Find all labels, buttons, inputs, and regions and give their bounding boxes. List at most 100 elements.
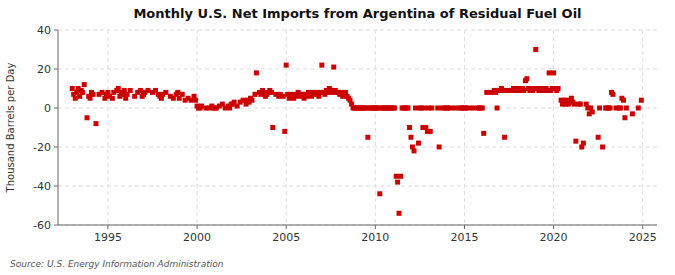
- point: [282, 129, 287, 134]
- x-tick: [197, 225, 198, 229]
- point: [365, 135, 370, 140]
- grid-line-x: [553, 30, 554, 225]
- point: [621, 98, 626, 103]
- point: [163, 90, 168, 95]
- point: [270, 125, 275, 130]
- point: [413, 106, 418, 111]
- point: [481, 131, 486, 136]
- point: [597, 106, 602, 111]
- point: [392, 106, 397, 111]
- grid-line-x: [197, 30, 198, 225]
- point: [252, 92, 257, 97]
- point: [639, 98, 644, 103]
- point: [284, 63, 289, 68]
- y-tick-label: 20: [37, 63, 51, 76]
- point: [429, 106, 434, 111]
- chart: 1995200020052010201520202025-60-40-20020…: [0, 0, 675, 275]
- point: [556, 86, 561, 91]
- point: [437, 145, 442, 150]
- x-tick: [286, 225, 287, 229]
- grid-line-x: [107, 30, 108, 225]
- point: [466, 106, 471, 111]
- point: [397, 211, 402, 216]
- point: [551, 70, 556, 75]
- point: [146, 88, 151, 93]
- point: [85, 115, 90, 120]
- source-note: Source: U.S. Energy Information Administ…: [10, 259, 224, 269]
- x-axis-line: [58, 225, 657, 226]
- grid-line-y: [58, 69, 657, 70]
- point: [412, 148, 417, 153]
- point: [533, 47, 538, 52]
- point: [377, 191, 382, 196]
- x-tick: [107, 225, 108, 229]
- point: [596, 135, 601, 140]
- x-tick-label: 2015: [450, 231, 478, 244]
- y-tick: [54, 186, 58, 187]
- x-tick-label: 2005: [272, 231, 300, 244]
- point: [480, 106, 485, 111]
- point: [193, 98, 198, 103]
- x-tick-label: 2010: [361, 231, 389, 244]
- point: [269, 90, 274, 95]
- point: [80, 90, 85, 95]
- grid-line-x: [375, 30, 376, 225]
- point: [199, 104, 204, 109]
- point: [407, 125, 412, 130]
- point: [622, 115, 627, 120]
- point: [405, 106, 410, 111]
- point: [630, 111, 635, 116]
- title: Monthly U.S. Net Imports from Argentina …: [133, 6, 581, 21]
- x-tick-label: 2025: [629, 231, 657, 244]
- point: [73, 96, 78, 101]
- y-tick-label: 0: [44, 102, 51, 115]
- point: [453, 106, 458, 111]
- y-tick: [54, 108, 58, 109]
- point: [408, 135, 413, 140]
- points: [70, 47, 644, 216]
- grid-line-x: [642, 30, 643, 225]
- point: [93, 121, 98, 126]
- y-axis-label: Thousand Barrels per Day: [5, 63, 16, 194]
- x-tick: [375, 225, 376, 229]
- point: [608, 106, 613, 111]
- point: [636, 106, 641, 111]
- point: [501, 88, 506, 93]
- x-tick-label: 2000: [183, 231, 211, 244]
- y-tick-label: -20: [33, 141, 51, 154]
- point: [578, 102, 583, 107]
- point: [449, 106, 454, 111]
- grid-line-y: [58, 147, 657, 148]
- point: [484, 90, 489, 95]
- x-tick: [642, 225, 643, 229]
- y-tick-label: 40: [37, 24, 51, 37]
- point: [91, 92, 96, 97]
- x-tick-label: 2020: [540, 231, 568, 244]
- point: [128, 88, 133, 93]
- point: [82, 82, 87, 87]
- point: [590, 109, 595, 114]
- point: [110, 96, 115, 101]
- y-tick-label: -60: [33, 219, 51, 232]
- y-axis-line: [58, 30, 59, 225]
- point: [254, 70, 259, 75]
- point: [416, 141, 421, 146]
- x-tick: [464, 225, 465, 229]
- point: [572, 102, 577, 107]
- point: [249, 98, 254, 103]
- point: [618, 106, 623, 111]
- grid-line-y: [58, 186, 657, 187]
- point: [624, 106, 629, 111]
- point: [524, 76, 529, 81]
- point: [573, 139, 578, 144]
- y-tick-label: -40: [33, 180, 51, 193]
- point: [319, 63, 324, 68]
- grid-line-x: [286, 30, 287, 225]
- y-tick: [54, 225, 58, 226]
- point: [100, 90, 105, 95]
- point: [180, 92, 185, 97]
- point: [502, 135, 507, 140]
- point: [610, 92, 615, 97]
- grid-line-x: [464, 30, 465, 225]
- point: [471, 106, 476, 111]
